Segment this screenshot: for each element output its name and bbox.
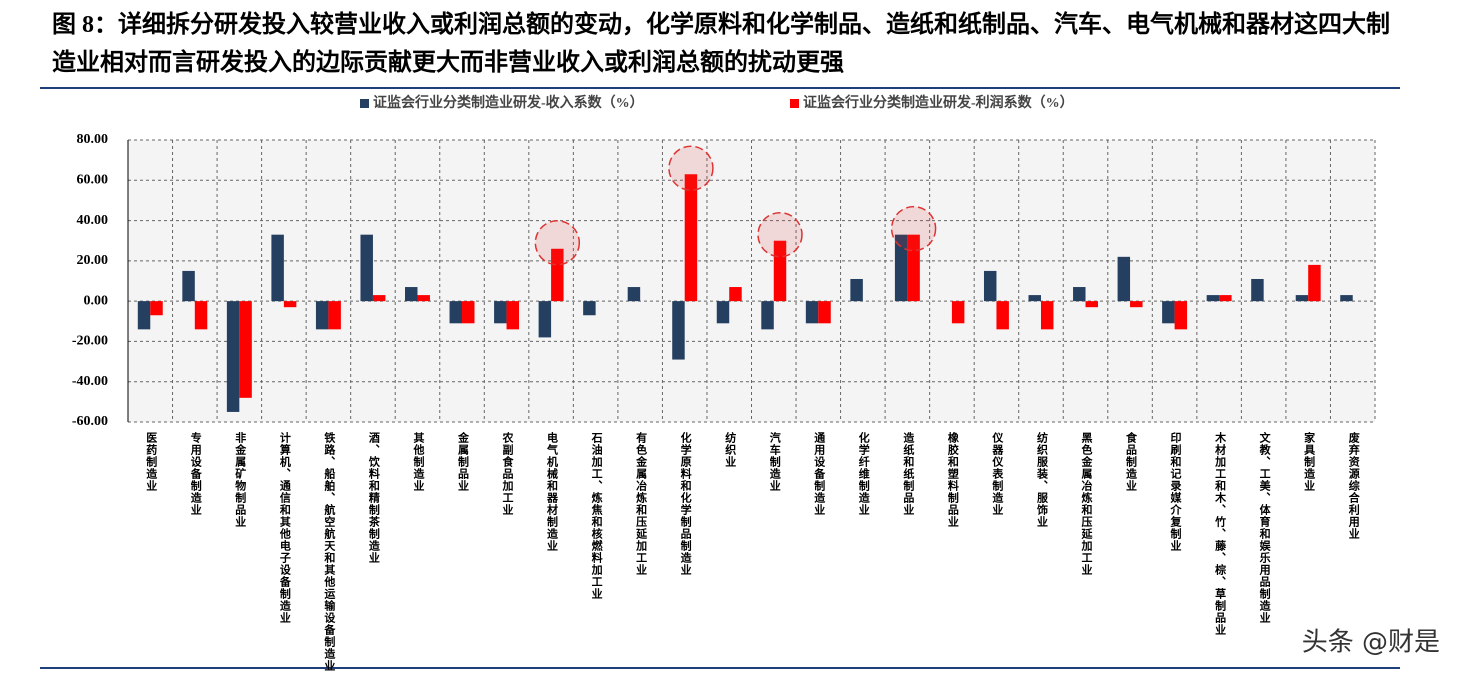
bar	[1340, 295, 1353, 302]
bar	[672, 301, 685, 360]
bar	[850, 278, 863, 302]
bar	[1085, 301, 1098, 308]
bar	[538, 301, 552, 338]
x-tick-label: 汽车制造业	[768, 431, 781, 492]
bar	[716, 301, 730, 324]
bar	[1130, 301, 1143, 308]
x-tick-label: 纺织服装、服饰业	[1035, 431, 1049, 528]
bar	[1308, 264, 1321, 302]
bar	[1073, 287, 1086, 302]
bar	[462, 301, 475, 324]
y-tick-label: -20.00	[72, 334, 108, 349]
bar	[627, 287, 641, 302]
x-tick-label: 农副食品加工业	[501, 431, 515, 516]
y-tick-label: -60.00	[72, 414, 108, 429]
bar	[907, 234, 920, 302]
bar	[894, 234, 908, 302]
x-tick-label: 食品制造业	[1125, 431, 1138, 492]
bar	[996, 301, 1009, 330]
x-tick-label: 文教、工美、体育和娱乐用品制造业	[1258, 431, 1272, 624]
highlight-circle	[668, 145, 714, 191]
bar	[150, 301, 163, 316]
chart-title: 图 8：详细拆分研发投入较营业收入或利润总额的变动，化学原料和化学制品、造纸和纸…	[52, 12, 1390, 76]
bar	[551, 248, 564, 302]
y-tick-label: 0.00	[84, 293, 109, 308]
x-tick-label: 化学原料和化学制品制造业	[679, 431, 692, 576]
bar	[182, 270, 195, 302]
bar	[951, 301, 965, 324]
bar	[239, 301, 252, 398]
bar	[1028, 295, 1041, 302]
bar	[194, 301, 208, 330]
x-tick-label: 医药制造业	[145, 432, 158, 492]
bar	[137, 301, 151, 330]
x-tick-label: 造纸和纸制品业	[902, 431, 915, 516]
bar	[360, 234, 373, 302]
x-tick-label: 仪器仪表制造业	[991, 432, 1005, 516]
bar	[983, 270, 997, 302]
watermark: 头条 @财是	[1302, 628, 1440, 658]
x-tick-label: 铁路、船舶、航空航天和其他运输设备制造业	[323, 431, 337, 672]
bar	[818, 301, 831, 324]
highlight-circle	[757, 211, 803, 258]
legend-label: 证监会行业分类制造业研发-利润系数（%）	[803, 94, 1074, 111]
bar	[405, 287, 418, 302]
x-tick-label: 石油加工、炼焦和核燃料加工业	[590, 432, 604, 600]
legend-swatch	[790, 99, 799, 108]
bar	[1295, 295, 1309, 302]
bar	[494, 301, 507, 324]
y-tick-label: -40.00	[72, 374, 108, 389]
x-tick-label: 印刷和记录媒介复制业	[1169, 432, 1183, 552]
bar	[583, 301, 596, 316]
bar	[1219, 295, 1232, 302]
bar	[506, 301, 520, 330]
bar	[315, 301, 329, 330]
bar	[1206, 295, 1220, 302]
x-tick-label: 有色金属冶炼和压延加工业	[635, 431, 649, 576]
bar	[1174, 301, 1188, 330]
bar	[1040, 301, 1054, 330]
x-tick-label: 金属制品业	[456, 431, 470, 492]
x-tick-label: 木材加工和木、竹、藤、棕、草制品业	[1214, 431, 1228, 636]
x-tick-label: 酒、饮料和精制茶制造业	[367, 432, 381, 564]
bar	[1251, 278, 1264, 302]
bar	[417, 295, 430, 302]
x-tick-label: 非金属矿物制品业	[234, 431, 248, 528]
x-tick-label: 其他制造业	[412, 431, 426, 492]
x-tick-label: 电气机械和器材制造业	[546, 431, 560, 552]
bar	[761, 301, 774, 330]
legend-label: 证监会行业分类制造业研发-收入系数（%）	[373, 94, 644, 111]
x-tick-label: 专用设备制造业	[189, 431, 203, 516]
legend-swatch	[360, 99, 369, 108]
bar	[328, 301, 341, 330]
highlight-circle	[890, 205, 937, 252]
x-tick-label: 橡胶和塑料制品业	[946, 431, 959, 528]
y-tick-label: 80.00	[77, 132, 109, 147]
y-tick-label: 40.00	[77, 213, 109, 228]
bar	[1162, 301, 1175, 324]
x-tick-label: 计算机、通信和其他电子设备制造业	[278, 431, 292, 624]
y-tick-label: 20.00	[77, 253, 109, 268]
x-tick-label: 纺织业	[724, 431, 737, 468]
x-tick-label: 通用设备制造业	[813, 432, 827, 516]
bar	[226, 301, 240, 412]
bar	[1117, 256, 1131, 302]
bar	[271, 234, 284, 302]
x-tick-label: 家具制造业	[1303, 431, 1316, 492]
bar	[283, 301, 297, 308]
bar	[805, 301, 819, 324]
bar	[729, 287, 742, 302]
highlight-circle	[534, 220, 581, 266]
y-tick-label: 60.00	[77, 173, 109, 188]
x-tick-label: 废弃资源综合利用业	[1347, 431, 1361, 540]
x-tick-label: 黑色金属冶炼和压延加工业	[1080, 432, 1094, 576]
bar	[372, 295, 386, 302]
x-tick-label: 化学纤维制造业	[857, 431, 870, 516]
bar	[684, 174, 698, 302]
bar	[449, 301, 463, 324]
